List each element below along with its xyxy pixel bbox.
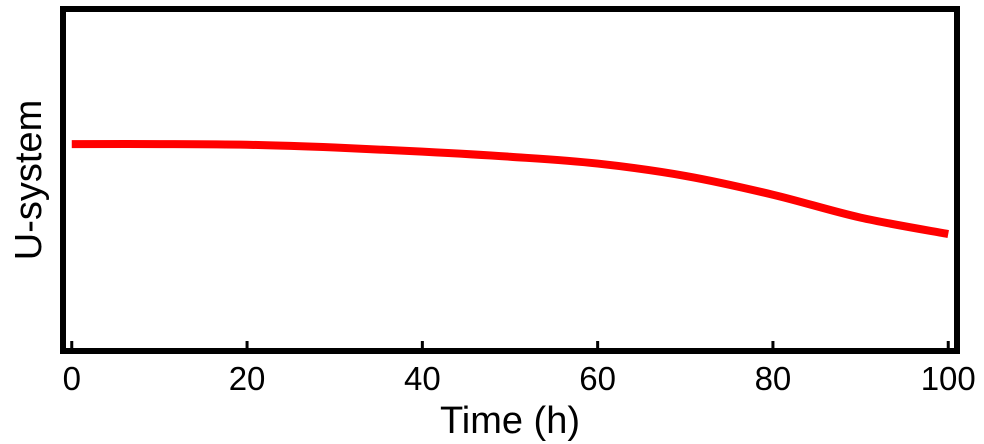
x-tick-label-40: 40 (404, 360, 441, 397)
x-tick-label-100: 100 (921, 360, 976, 397)
x-axis-label: Time (h) (440, 400, 580, 442)
x-tick-labels: 0 20 40 60 80 100 (63, 360, 976, 397)
x-tick-label-20: 20 (229, 360, 266, 397)
x-tick-label-0: 0 (63, 360, 81, 397)
series-line-0 (71, 140, 949, 238)
plot-frame (60, 6, 960, 354)
x-tick-label-60: 60 (579, 360, 616, 397)
x-tick-label-80: 80 (755, 360, 792, 397)
y-axis-label: U-system (8, 100, 50, 260)
series-group (71, 140, 949, 238)
